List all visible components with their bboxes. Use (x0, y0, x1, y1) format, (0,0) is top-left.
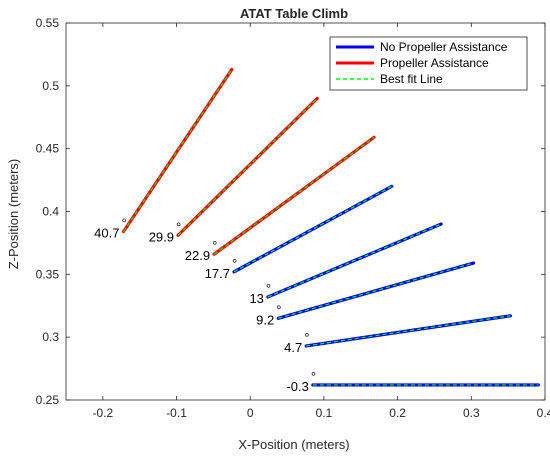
best-fit-line (267, 223, 442, 298)
degree-mark: ° (176, 219, 181, 234)
y-tick-label: 0.35 (36, 267, 60, 281)
x-axis-label: X-Position (meters) (238, 437, 349, 452)
degree-mark: ° (311, 369, 316, 384)
y-tick-label: 0.55 (36, 16, 60, 30)
degree-mark: ° (266, 281, 271, 296)
angle-label: 40.7 (94, 226, 119, 241)
y-tick-label: 0.25 (36, 393, 60, 407)
legend-label: Propeller Assistance (380, 56, 489, 70)
degree-mark: ° (276, 302, 281, 317)
best-fit-line (122, 69, 233, 232)
best-fit-line (213, 136, 375, 255)
chart-title: ATAT Table Climb (240, 6, 348, 21)
legend: No Propeller Assistance Propeller Assista… (329, 36, 528, 91)
angle-label: 22.9 (185, 248, 210, 263)
x-tick-label: 0.3 (463, 406, 480, 420)
angle-label: 9.2 (256, 312, 274, 327)
angle-label: 17.7 (205, 266, 230, 281)
y-tick-label: 0.4 (42, 205, 59, 219)
angle-label: 4.7 (284, 340, 302, 355)
y-tick-label: 0.5 (42, 79, 59, 93)
best-fit-line (233, 185, 393, 273)
angle-label: -0.3 (286, 379, 308, 394)
angle-label: 29.9 (149, 229, 174, 244)
degree-mark: ° (121, 216, 126, 231)
x-tick-label: 0.4 (537, 406, 550, 420)
plot-area: 40.7°29.9°22.9°17.7°13°9.2°4.7°-0.3° (94, 67, 540, 394)
best-fit-line (306, 315, 511, 347)
x-tick-label: 0.2 (389, 406, 406, 420)
x-tick-label: -0.2 (93, 406, 114, 420)
y-tick-label: 0.3 (42, 330, 59, 344)
best-fit-line (177, 97, 318, 236)
x-tick-label: 0.1 (316, 406, 333, 420)
y-tick-label: 0.45 (36, 142, 60, 156)
angle-label: 13 (249, 291, 263, 306)
degree-mark: ° (304, 330, 309, 345)
y-axis-label: Z-Position (meters) (6, 159, 21, 270)
x-tick-label: -0.1 (166, 406, 187, 420)
legend-label: Best fit Line (380, 72, 443, 86)
degree-mark: ° (232, 256, 237, 271)
x-tick-label: 0 (247, 406, 254, 420)
best-fit-line (278, 262, 474, 319)
degree-mark: ° (212, 238, 217, 253)
legend-label: No Propeller Assistance (380, 40, 508, 54)
axes: -0.2 -0.1 0 0.1 0.2 0.3 0.4 0.25 0.3 0.35 0.4 0.45 0… (36, 16, 550, 420)
